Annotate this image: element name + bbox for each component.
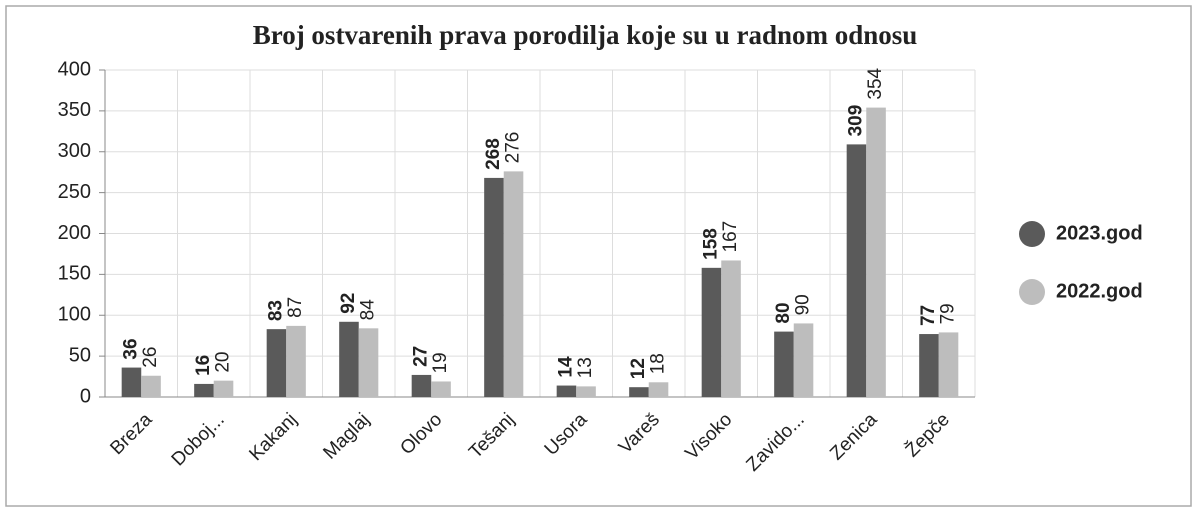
value-label: 158 [700, 228, 721, 260]
value-label: 12 [628, 358, 649, 379]
bar [721, 260, 741, 397]
y-tick-label: 250 [58, 181, 91, 203]
bar [286, 325, 306, 397]
value-label: 83 [265, 300, 286, 321]
value-label: 16 [193, 355, 214, 376]
value-label: 77 [918, 305, 939, 326]
y-tick-label: 100 [58, 304, 91, 326]
value-label: 27 [410, 346, 431, 367]
bar [648, 382, 669, 397]
y-tick-label: 150 [58, 263, 91, 285]
bar [121, 367, 142, 397]
value-label: 90 [793, 294, 814, 315]
bar [194, 383, 214, 397]
bar [938, 332, 959, 397]
value-label: 354 [865, 67, 886, 99]
y-tick-label: 0 [80, 385, 91, 407]
bar [358, 328, 379, 397]
value-label: 80 [773, 302, 794, 323]
value-label: 36 [120, 338, 141, 359]
bar [576, 386, 596, 397]
value-label: 18 [648, 353, 669, 374]
bar [556, 385, 577, 397]
legend-label: 2023.god [1056, 222, 1143, 244]
value-label: 276 [503, 132, 524, 164]
value-label: 19 [430, 352, 451, 373]
bar [484, 177, 504, 397]
value-label: 14 [555, 356, 576, 378]
value-label: 167 [720, 221, 741, 253]
value-label: 84 [358, 299, 379, 321]
y-tick-label: 50 [69, 344, 91, 366]
bar [774, 331, 794, 397]
bar [141, 375, 161, 397]
bar [793, 323, 814, 397]
value-label: 309 [845, 105, 866, 137]
bar [213, 380, 234, 397]
y-tick-label: 350 [58, 99, 91, 121]
bar [266, 329, 287, 397]
legend-marker [1019, 279, 1045, 305]
y-tick-label: 200 [58, 222, 91, 244]
value-label: 268 [483, 138, 504, 170]
bar [866, 107, 886, 397]
value-label: 20 [213, 352, 234, 373]
value-label: 13 [575, 357, 596, 378]
legend-marker [1019, 221, 1045, 247]
value-label: 26 [140, 347, 161, 368]
value-label: 92 [338, 293, 359, 314]
chart-frame [5, 5, 1192, 507]
bar [629, 387, 649, 397]
bar [431, 381, 451, 397]
value-label: 79 [938, 303, 959, 324]
bar [701, 267, 722, 397]
bar [919, 334, 939, 397]
bar [503, 171, 524, 397]
chart-title: Broj ostvarenih prava porodilja koje su … [253, 20, 918, 50]
value-label: 87 [285, 297, 306, 318]
legend-label: 2022.god [1056, 280, 1143, 302]
bar [411, 374, 432, 397]
bar [339, 321, 359, 397]
y-tick-label: 400 [58, 58, 91, 80]
bar [846, 144, 867, 397]
y-tick-label: 300 [58, 140, 91, 162]
